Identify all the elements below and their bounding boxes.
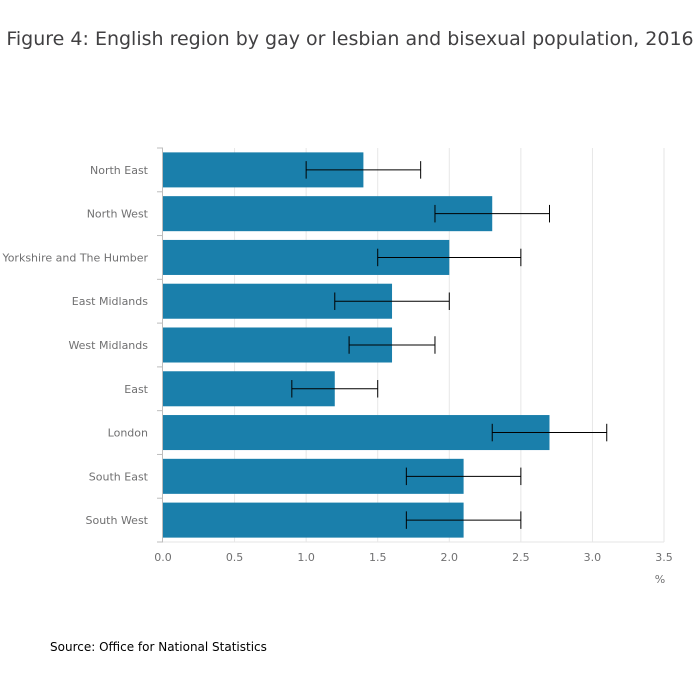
category-label: East <box>124 383 148 396</box>
category-label: West Midlands <box>68 339 148 352</box>
category-label: Yorkshire and The Humber <box>1 251 148 264</box>
category-label: North West <box>87 208 149 221</box>
x-tick-labels: 0.0 0.5 1.0 1.5 2.0 2.5 3.0 3.5 <box>154 551 673 564</box>
category-label: East Midlands <box>72 295 149 308</box>
x-tick-label: 0.5 <box>226 551 244 564</box>
category-labels: North East North West Yorkshire and The Hu… <box>1 164 148 527</box>
source-note: Source: Office for National Statistics <box>50 640 267 654</box>
x-tick-label: 3.0 <box>584 551 602 564</box>
x-tick-label: 3.5 <box>655 551 673 564</box>
x-tick-label: 1.5 <box>369 551 387 564</box>
category-label: South East <box>89 470 149 483</box>
x-tick-label: 0.0 <box>154 551 172 564</box>
bar <box>163 415 549 450</box>
category-label: London <box>108 427 148 440</box>
x-tick-label: 1.0 <box>297 551 315 564</box>
x-tick-label: 2.5 <box>512 551 530 564</box>
category-label: South West <box>85 514 148 527</box>
x-tick-label: 2.0 <box>441 551 459 564</box>
category-label: North East <box>90 164 149 177</box>
x-axis-unit: % <box>655 573 665 586</box>
